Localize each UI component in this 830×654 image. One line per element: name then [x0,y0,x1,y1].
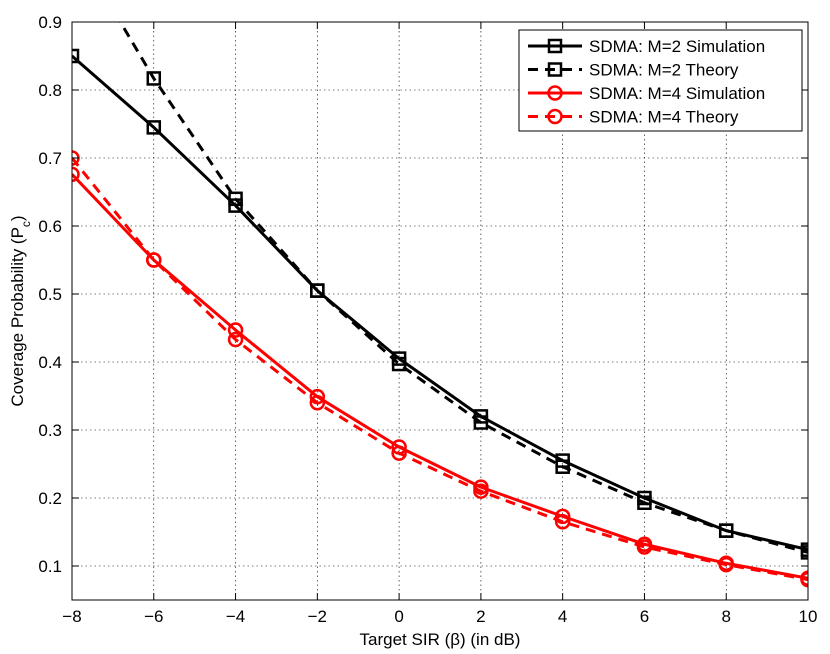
data-point-sdma-m-2-theory [555,459,570,474]
x-tick-label: 8 [721,607,730,626]
data-point-sdma-m-4-simulation [554,508,571,525]
legend-swatch-marker [547,108,563,125]
data-point-sdma-m-2-simulation [72,48,80,64]
legend-label: SDMA: M=2 Theory [589,61,739,80]
y-axis-title-main: Coverage Probability (P [8,227,27,407]
series-lines [72,22,808,582]
legend-label: SDMA: M=4 Simulation [589,84,765,103]
legend-swatch-marker [547,85,563,101]
y-tick-labels: 0.1 0.2 0.3 0.4 0.5 0.6 0.7 0.8 0.9 [38,13,62,576]
data-point-sdma-m-2-theory [718,523,734,538]
y-tick-label: 0.3 [38,421,62,440]
data-point-sdma-m-2-simulation [146,120,162,135]
x-tick-label: −6 [144,607,163,626]
data-point-sdma-m-4-theory [554,514,571,530]
data-point-sdma-m-4-theory [227,331,244,348]
y-tick-label: 0.2 [38,489,62,508]
x-axis-title: Target SIR (β) (in dB) [360,630,521,649]
plot-frame [71,21,809,601]
data-point-sdma-m-4-theory [800,571,808,588]
data-point-sdma-m-2-theory [473,415,489,430]
data-point-sdma-m-4-simulation [72,166,80,183]
data-point-sdma-m-4-theory [636,539,653,555]
data-point-sdma-m-4-theory [146,252,162,268]
legend-entry: SDMA: M=4 Simulation [528,84,765,103]
data-point-sdma-m-2-theory [637,495,652,511]
data-point-sdma-m-2-theory [800,545,808,560]
data-point-sdma-m-4-simulation [391,439,407,455]
y-axis-title: Coverage Probability (Pc) [8,215,33,406]
x-tick-label: 0 [394,607,403,626]
x-tick-label: −2 [308,607,327,626]
series-line-sdma-m-4-simulation [72,173,808,580]
y-tick-label: 0.7 [38,149,62,168]
y-tick-label: 0.6 [38,217,62,236]
x-tick-label: −8 [62,607,81,626]
series-line-sdma-m-2-simulation [72,54,808,552]
data-point-sdma-m-4-theory [391,445,407,461]
y-tick-label: 0.5 [38,285,62,304]
legend-entry: SDMA: M=4 Theory [528,108,739,127]
x-tick-label: 6 [640,607,649,626]
data-point-sdma-m-2-theory [228,191,243,207]
legend-swatch-marker [547,38,563,54]
x-tick-labels: −8 −6 −4 −2 0 2 4 6 8 10 [62,607,817,626]
data-point-sdma-m-4-simulation [309,388,326,405]
series-markers [72,48,808,588]
data-point-sdma-m-2-theory [391,356,407,372]
y-tick-label: 0.1 [38,557,62,576]
data-point-sdma-m-4-theory [309,395,326,411]
data-point-sdma-m-4-theory [718,556,734,573]
y-axis-title-sub: c [19,221,33,227]
data-point-sdma-m-2-theory [146,71,162,86]
legend-entry: SDMA: M=2 Simulation [528,37,765,56]
legend-label: SDMA: M=4 Theory [589,108,739,127]
x-tick-label: −4 [226,607,245,626]
data-point-sdma-m-4-simulation [227,322,244,338]
x-tick-label: 4 [558,607,567,626]
y-tick-label: 0.9 [38,13,62,32]
legend-entry: SDMA: M=2 Theory [528,61,739,80]
legend-label: SDMA: M=2 Simulation [589,37,765,56]
x-tick-label: 10 [799,607,818,626]
series-line-sdma-m-4-theory [72,157,808,582]
axis-ticks [71,21,809,600]
data-point-sdma-m-2-theory [310,283,325,298]
y-tick-label: 0.4 [38,353,62,372]
legend: SDMA: M=2 Simulation SDMA: M=2 Theory SDMA… [518,29,803,132]
x-tick-label: 2 [476,607,485,626]
y-tick-label: 0.8 [38,81,62,100]
data-point-sdma-m-4-theory [473,483,489,499]
legend-entries: SDMA: M=2 Simulation SDMA: M=2 Theory SDMA… [528,37,765,127]
legend-swatch-marker [547,62,563,77]
y-axis-title-close: ) [8,215,27,221]
